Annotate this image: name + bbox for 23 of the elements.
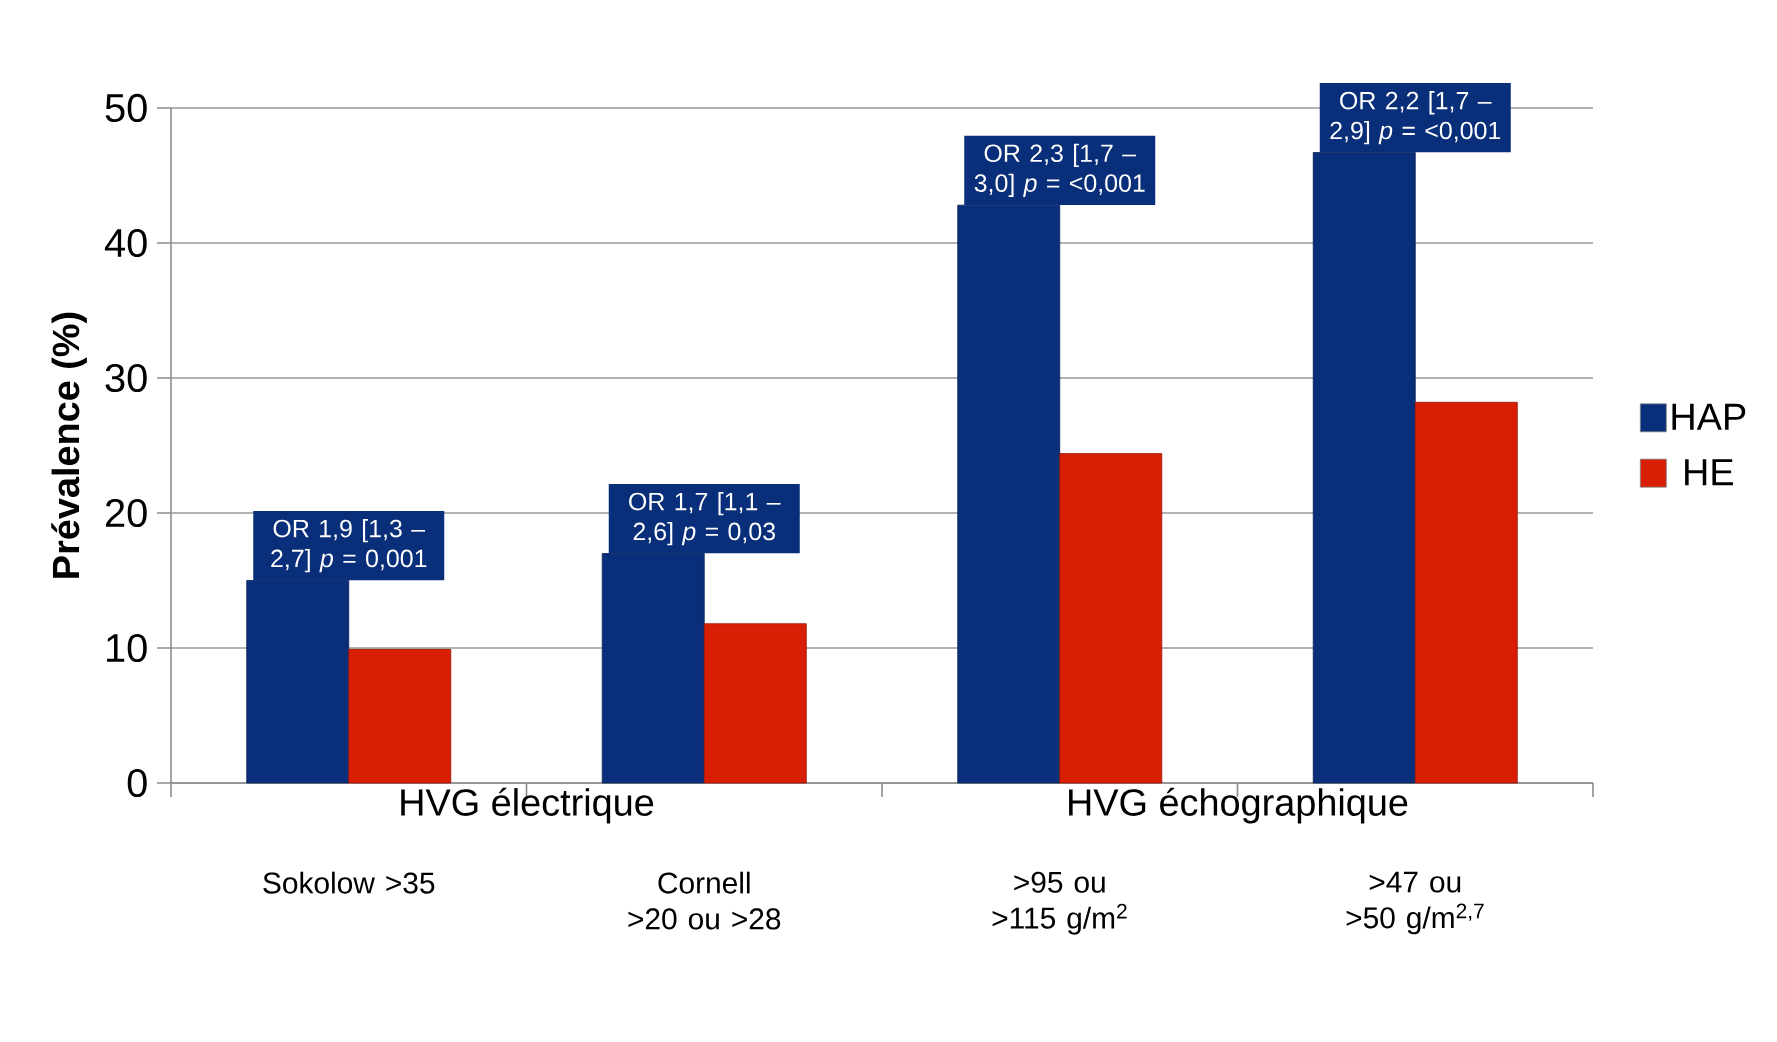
y-tick-label: 0: [127, 768, 147, 798]
y-tick-label: 20: [105, 498, 147, 528]
bar: [1059, 453, 1163, 784]
annotation: OR 2,3 [1,7 – 3,0] p = <0,001: [974, 143, 1145, 197]
x-tick-label: Cornell >20 ou >28: [628, 871, 781, 930]
text: HVG échographique: [1069, 787, 1408, 824]
text: HVG électrique: [401, 787, 654, 824]
y-tick-label: 10: [107, 633, 147, 663]
x-tick-label: >47 ou >50 g/m$^{2,7}$: [1346, 871, 1484, 935]
y-tick-label: 50: [105, 93, 147, 123]
bar: [1414, 401, 1518, 784]
legend-label: HE: [1685, 459, 1733, 486]
y-axis-title: Prévalence (%): [51, 312, 87, 578]
annotation: OR 2,2 [1,7 – 2,9] p = <0,001: [1330, 91, 1501, 145]
legend-label: HAP: [1672, 403, 1746, 430]
x-tick-label: Sokolow >35: [263, 871, 435, 894]
annotation: OR 1,7 [1,1 – 2,6] p = 0,03: [629, 492, 781, 546]
bar: [348, 648, 452, 784]
bar: [703, 623, 807, 784]
annotation: OR 1,9 [1,3 – 2,7] p = 0,001: [271, 519, 427, 573]
y-tick-label: 40: [104, 228, 147, 258]
y-tick-label: 30: [105, 363, 147, 393]
x-tick-label: >95 ou >115 g/m$^{2}$: [992, 871, 1127, 935]
